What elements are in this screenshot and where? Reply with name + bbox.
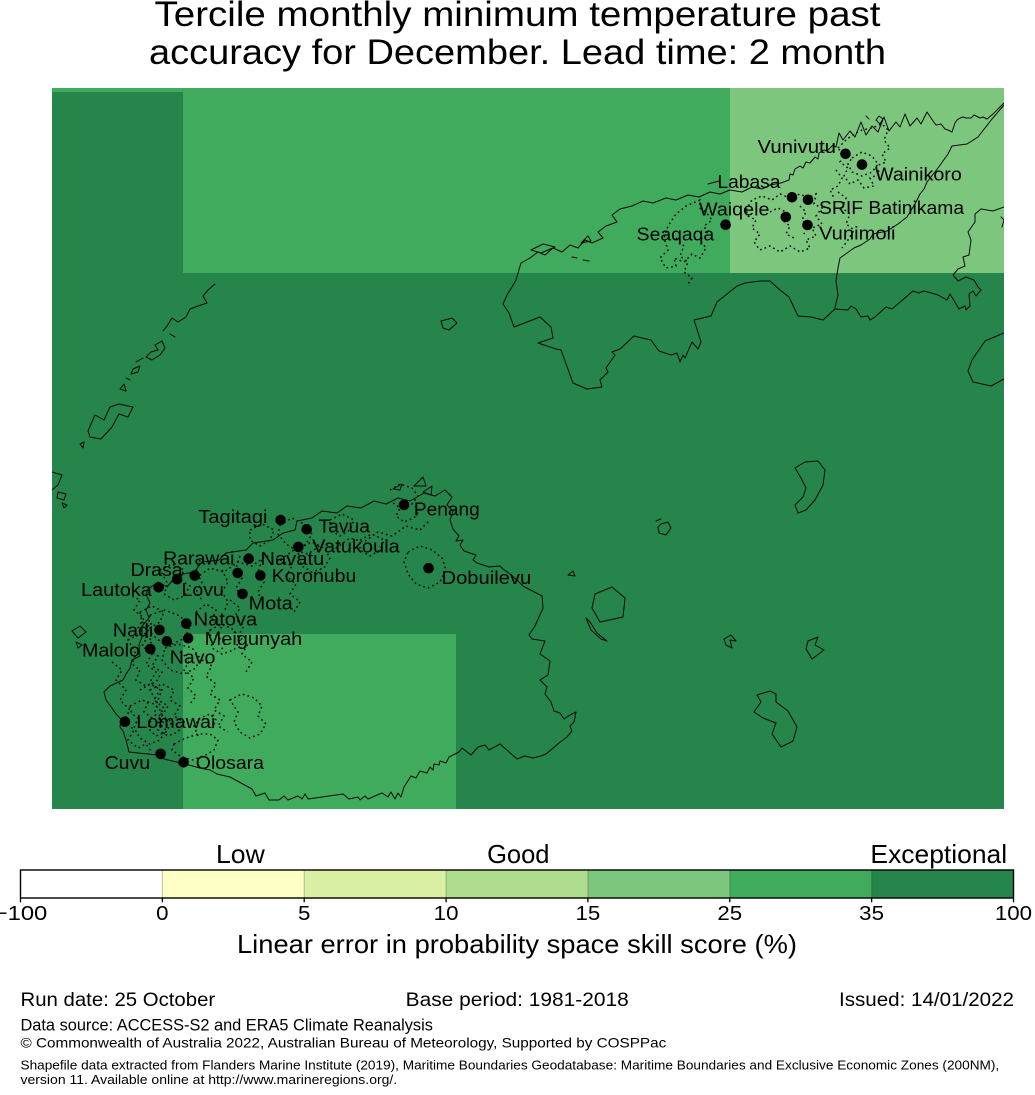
svg-text:accuracy for December. Lead ti: accuracy for December. Lead time: 2 mont… — [149, 32, 886, 72]
svg-text:Navatu: Navatu — [260, 548, 324, 569]
svg-text:Vunivutu: Vunivutu — [758, 136, 837, 157]
svg-text:−100: −100 — [0, 902, 47, 925]
svg-text:Mota: Mota — [249, 593, 294, 614]
svg-text:Low: Low — [216, 841, 265, 869]
svg-text:Exceptional: Exceptional — [870, 841, 1007, 869]
svg-text:Olosara: Olosara — [196, 752, 265, 773]
svg-text:Meigunyah: Meigunyah — [205, 628, 303, 649]
svg-text:Penang: Penang — [414, 499, 480, 520]
svg-text:© Commonwealth of Australia 20: © Commonwealth of Australia 2022, Austra… — [21, 1036, 667, 1052]
svg-text:35: 35 — [859, 902, 884, 925]
svg-text:Koronubu: Koronubu — [272, 565, 357, 586]
svg-text:Seaqaqa: Seaqaqa — [637, 224, 715, 245]
svg-text:Shapefile data extracted from: Shapefile data extracted from Flanders M… — [21, 1058, 1000, 1073]
svg-text:Waiqele: Waiqele — [699, 199, 769, 220]
svg-text:version 11. Available online a: version 11. Available online at http://w… — [21, 1072, 398, 1087]
svg-text:Tavua: Tavua — [319, 516, 371, 537]
svg-text:Malolo: Malolo — [82, 639, 140, 660]
svg-text:100: 100 — [995, 902, 1032, 925]
svg-text:Issued: 14/01/2022: Issued: 14/01/2022 — [839, 989, 1014, 1011]
svg-text:Linear error in probability sp: Linear error in probability space skill … — [237, 931, 797, 959]
svg-text:Wainikoro: Wainikoro — [875, 164, 962, 185]
svg-text:Lovu: Lovu — [182, 579, 224, 600]
svg-text:5: 5 — [298, 902, 310, 925]
svg-text:Lautoka: Lautoka — [81, 579, 152, 600]
svg-text:Dobuilevu: Dobuilevu — [442, 567, 532, 588]
svg-text:Labasa: Labasa — [717, 171, 781, 192]
svg-text:10: 10 — [434, 902, 459, 925]
svg-text:Data source: ACCESS-S2 and ERA: Data source: ACCESS-S2 and ERA5 Climate … — [21, 1017, 433, 1035]
svg-text:Base period: 1981-2018: Base period: 1981-2018 — [406, 989, 629, 1011]
svg-text:25: 25 — [717, 902, 742, 925]
svg-text:Tercile monthly minimum temper: Tercile monthly minimum temperature past — [155, 0, 881, 34]
svg-text:Cuvu: Cuvu — [105, 752, 151, 773]
svg-text:Nadi: Nadi — [113, 619, 153, 640]
svg-text:15: 15 — [576, 902, 601, 925]
svg-text:Lomawai: Lomawai — [136, 711, 215, 732]
svg-text:Rarawai: Rarawai — [163, 547, 234, 568]
svg-text:Vatukoula: Vatukoula — [312, 535, 400, 556]
svg-text:Drasa: Drasa — [131, 559, 184, 580]
svg-text:Good: Good — [487, 841, 549, 869]
svg-text:Vunimoli: Vunimoli — [819, 223, 896, 244]
svg-text:Navo: Navo — [170, 647, 216, 668]
svg-text:Run date: 25 October: Run date: 25 October — [21, 989, 216, 1011]
svg-text:SRIF Batinikama: SRIF Batinikama — [819, 197, 965, 218]
svg-text:Tagitagi: Tagitagi — [198, 506, 267, 527]
svg-text:0: 0 — [156, 902, 168, 925]
svg-text:Natova: Natova — [194, 609, 258, 630]
